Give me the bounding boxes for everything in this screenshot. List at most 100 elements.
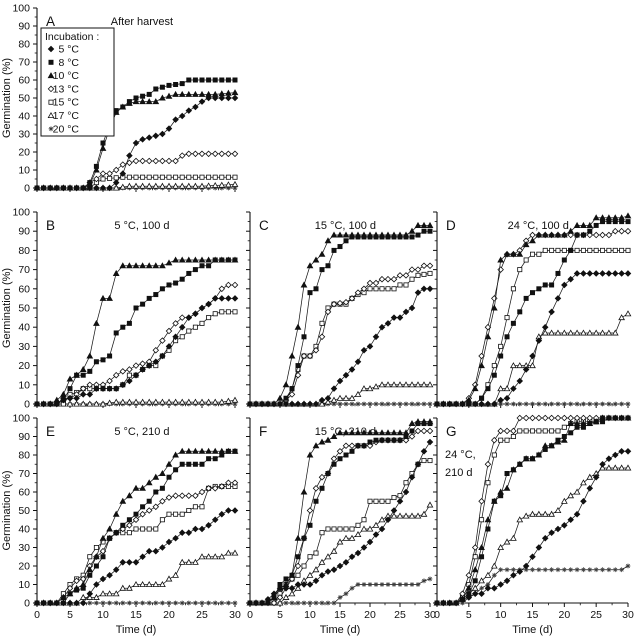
legend-label: 13 °C xyxy=(53,83,80,95)
y-tick-label: 70 xyxy=(18,264,30,276)
panel-b: 0 10 20 30 40 50 60 70 80 90 100 Germination (%) B 5 … xyxy=(1,207,239,411)
x-tick-label: 15 xyxy=(130,609,142,621)
y-tick-label: 10 xyxy=(18,579,30,591)
series-t13 xyxy=(33,281,239,408)
x-tick-label: 5 xyxy=(67,609,73,621)
panel-title: 15 °C, 210 d xyxy=(315,426,376,438)
x-tick-label: 30 xyxy=(424,609,436,621)
y-tick-label: 30 xyxy=(18,542,30,554)
panel-title: 5 °C, 210 d xyxy=(114,426,169,438)
panel-c: C 15 °C, 100 d xyxy=(246,211,434,408)
y-axis-label: Germination (%) xyxy=(1,268,13,348)
series-t5 xyxy=(33,295,239,408)
legend-item-t10: 10 °C xyxy=(47,70,80,82)
series-t10 xyxy=(433,414,632,606)
y-tick-label: 90 xyxy=(18,21,30,33)
x-tick-label: 30 xyxy=(229,609,241,621)
panel-title-line: 24 °C, xyxy=(445,449,476,461)
x-axis-label: Time (d) xyxy=(512,624,553,636)
x-axis-label: Time (d) xyxy=(320,624,361,636)
panel-title: 5 °C, 100 d xyxy=(114,220,169,232)
panel-a: 0 10 20 30 40 50 60 70 80 90 100 Germination (%) A Af… xyxy=(1,3,239,195)
y-tick-label: 60 xyxy=(18,283,30,295)
x-tick-label: 15 xyxy=(334,609,346,621)
x-tick-label: 10 xyxy=(495,609,507,621)
panel-title-line: 210 d xyxy=(445,467,473,479)
x-tick-label: 25 xyxy=(196,609,208,621)
panel-f: 0 5 10 15 20 25 30 Time (d) F 15 °C, 210 d xyxy=(246,417,436,636)
panel-d: D 24 °C, 100 d xyxy=(433,211,632,408)
y-tick-label: 10 xyxy=(18,165,30,177)
y-tick-label: 20 xyxy=(18,147,30,159)
y-tick-label: 100 xyxy=(12,207,30,219)
legend-item-t8: 8 °C xyxy=(48,57,79,69)
y-tick-label: 100 xyxy=(12,413,30,425)
panel-letter: G xyxy=(446,424,457,439)
x-tick-label: 5 xyxy=(277,609,283,621)
panel-title: After harvest xyxy=(111,16,173,28)
y-tick-label: 10 xyxy=(18,379,30,391)
x-tick-label: 10 xyxy=(97,609,109,621)
panel-title: 15 °C, 100 d xyxy=(315,220,376,232)
legend-item-t13: 13 °C xyxy=(47,83,80,95)
x-tick-label: 20 xyxy=(364,609,376,621)
x-tick-label: 20 xyxy=(163,609,175,621)
y-tick-label: 0 xyxy=(24,399,30,411)
series-t10 xyxy=(246,418,434,606)
legend: Incubation :5 °C8 °C10 °C13 °C 15 °C17 °C… xyxy=(40,27,115,137)
y-tick-label: 50 xyxy=(18,505,30,517)
x-axis-label: Time (d) xyxy=(116,624,157,636)
panel-title: 24 °C, 100 d xyxy=(508,220,569,232)
panel-letter: A xyxy=(46,14,55,29)
y-tick-label: 20 xyxy=(18,360,30,372)
legend-label: 10 °C xyxy=(53,70,80,82)
y-tick-label: 30 xyxy=(18,129,30,141)
x-tick-label: 10 xyxy=(304,609,316,621)
y-tick-label: 70 xyxy=(18,57,30,69)
x-tick-label: 25 xyxy=(394,609,406,621)
series-t17 xyxy=(433,464,632,606)
x-tick-label: 15 xyxy=(527,609,539,621)
panel-g: 0 5 10 15 20 25 30 Time (d) G 24 °C, 210 d xyxy=(433,414,634,636)
y-axis-label: Germination (%) xyxy=(1,470,13,550)
legend-title: Incubation : xyxy=(45,31,99,43)
y-tick-label: 90 xyxy=(18,431,30,443)
panel-letter: F xyxy=(259,424,267,439)
y-tick-label: 80 xyxy=(18,39,30,51)
panel-letter: D xyxy=(446,218,456,233)
series-t10 xyxy=(433,212,632,407)
x-tick-label: 0 xyxy=(34,609,40,621)
y-tick-label: 40 xyxy=(18,524,30,536)
series-t15 xyxy=(34,309,238,407)
panel-letter: B xyxy=(46,218,55,233)
series-t8 xyxy=(434,219,631,407)
legend-item-t20: 20 °C xyxy=(48,123,80,135)
y-tick-label: 30 xyxy=(18,341,30,353)
x-tick-label: 20 xyxy=(558,609,570,621)
legend-label: 8 °C xyxy=(58,57,79,69)
legend-label: 15 °C xyxy=(53,97,80,109)
series-t17 xyxy=(246,501,434,606)
legend-label: 5 °C xyxy=(58,44,79,56)
x-tick-label: 0 xyxy=(247,609,253,621)
y-tick-label: 60 xyxy=(18,487,30,499)
x-tick-label: 30 xyxy=(622,609,634,621)
panel-e: 0 10 20 30 40 50 60 70 80 90 100 0 5 10 15 20 25 30 Time (… xyxy=(1,413,241,637)
series-t13 xyxy=(433,414,632,607)
y-tick-label: 40 xyxy=(18,111,30,123)
legend-label: 20 °C xyxy=(53,123,80,135)
series-t15 xyxy=(434,415,631,606)
series-t10 xyxy=(33,447,239,606)
legend-item-t5: 5 °C xyxy=(47,44,79,56)
y-tick-label: 20 xyxy=(18,561,30,573)
legend-item-t17: 17 °C xyxy=(47,110,79,122)
y-tick-label: 0 xyxy=(24,183,30,195)
legend-item-t15: 15 °C xyxy=(48,97,80,109)
y-tick-label: 90 xyxy=(18,226,30,238)
y-tick-label: 80 xyxy=(18,245,30,257)
y-tick-label: 50 xyxy=(18,93,30,105)
series-t8 xyxy=(434,415,631,606)
panel-letter: C xyxy=(259,218,269,233)
